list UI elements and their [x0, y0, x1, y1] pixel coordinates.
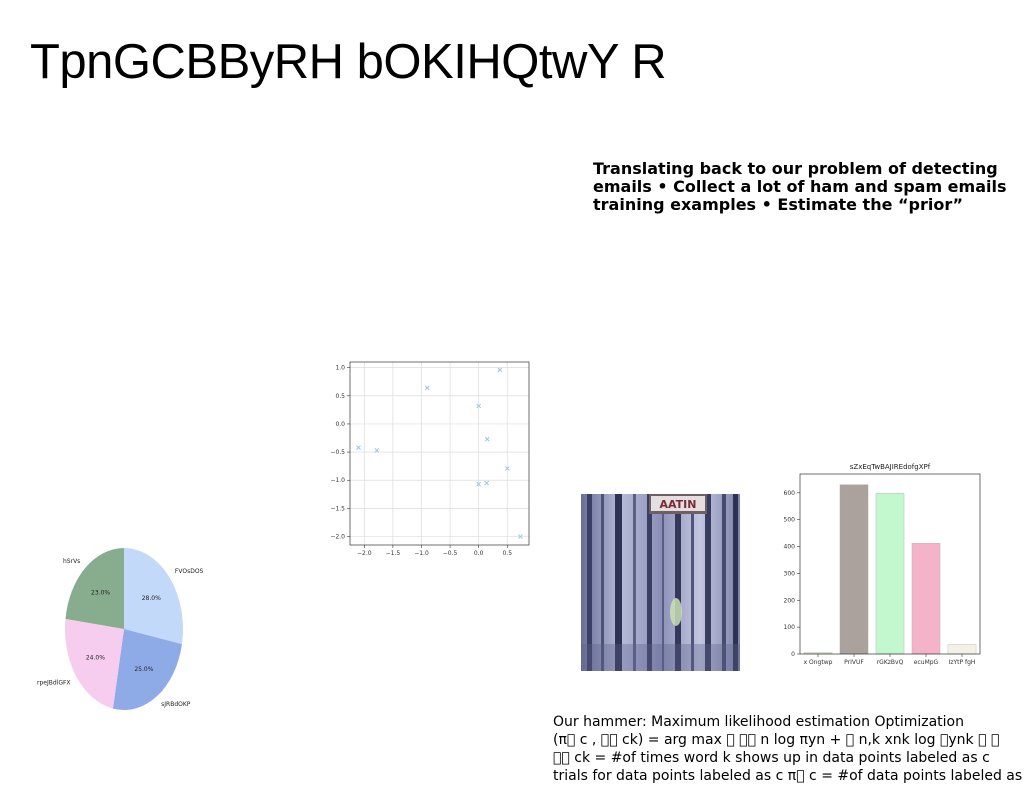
x-tick-label: ecuMpG: [914, 659, 939, 666]
scatter-point: [498, 368, 502, 372]
bar: [912, 543, 940, 654]
pie-category-label: rpeJBdlGFX: [37, 679, 71, 686]
x-tick-label: x Ongtwp: [804, 659, 833, 666]
y-tick-label: 0.5: [335, 393, 345, 400]
bar-chart: sZxEqTwBAJIREdofgXPf 0 100 200 300 400 500 600 x…: [760, 458, 1000, 673]
text-line: (π  c ,    ck) = arg max      n log πyn …: [553, 731, 1023, 749]
x-tick-label: IzYtP fgH: [949, 659, 976, 666]
x-tick-label: 0.5: [502, 550, 512, 557]
y-tick-label: 500: [784, 517, 796, 524]
sign-text: AATIN: [660, 498, 697, 511]
pie-value-label: 28.0%: [142, 595, 161, 602]
pie-category-label: sJRBdOKP: [161, 701, 191, 708]
slide-paragraph: Translating back to our problem of detec…: [593, 160, 1013, 214]
y-tick-label: −1.5: [330, 505, 345, 512]
x-tick-label: −1.0: [414, 550, 429, 557]
x-tick-label: −1.5: [386, 550, 401, 557]
plot-frame: [350, 362, 529, 545]
bar: [876, 493, 904, 654]
pie-category-label: hSrVs: [63, 558, 80, 565]
pie-value-label: 25.0%: [134, 666, 153, 673]
x-tick-label: rGKzBvQ: [877, 659, 904, 666]
bar-chart-title: sZxEqTwBAJIREdofgXPf: [850, 463, 931, 471]
text-line: trials for data points labeled as c π  c…: [553, 767, 1023, 785]
text-line: Our hammer: Maximum likelihood estimatio…: [553, 713, 1023, 731]
scatter-point: [485, 437, 489, 441]
y-tick-label: 200: [784, 597, 796, 604]
y-tick-label: 400: [784, 544, 796, 551]
scatter-chart: −2.0 −1.5 −1.0 −0.5 0.0 0.5 1.0 0.5 0.0 −0.5 −1.0 −…: [325, 355, 540, 560]
y-tick-label: 100: [784, 624, 796, 631]
pie-value-label: 24.0%: [86, 655, 105, 662]
x-tick-label: 0.0: [474, 550, 484, 557]
y-tick-label: 600: [784, 490, 796, 497]
scatter-point: [357, 446, 361, 450]
pie-category-label: FVOsDOS: [175, 568, 204, 575]
bottom-text: Our hammer: Maximum likelihood estimatio…: [553, 713, 1023, 785]
y-tick-label: −1.0: [330, 477, 345, 484]
slide-title: TpnGCBByRH bOKIHQtwY R: [30, 34, 666, 90]
x-tick-label: −0.5: [443, 550, 458, 557]
scatter-point: [485, 481, 489, 485]
y-tick-label: 300: [784, 570, 796, 577]
wooden-door-photo: AATIN: [581, 494, 740, 671]
pie-chart: 28.0% FVOsDOS 25.0% sJRBdOKP 24.0% rpeJBdlGFX…: [30, 540, 210, 720]
x-tick-label: PrIVUF: [844, 659, 864, 666]
y-tick-label: −2.0: [330, 534, 345, 541]
y-tick-label: 0: [791, 651, 795, 658]
pie-value-label: 23.0%: [91, 590, 110, 597]
bar: [948, 645, 976, 654]
text-line:    ck = #of times word k shows up in dat…: [553, 749, 1023, 767]
scatter-point: [425, 386, 429, 390]
x-tick-label: −2.0: [357, 550, 372, 557]
y-tick-label: 0.0: [335, 421, 345, 428]
y-tick-label: 1.0: [335, 365, 345, 372]
y-tick-label: −0.5: [330, 449, 345, 456]
bar: [840, 485, 868, 654]
